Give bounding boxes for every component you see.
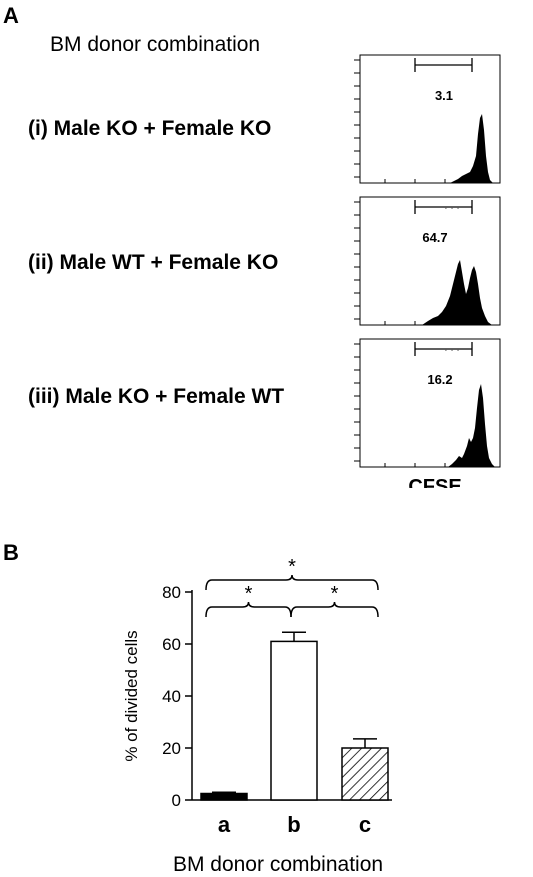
gate-bracket <box>414 58 473 72</box>
bar-a <box>200 792 248 801</box>
significance-bracket <box>290 601 379 618</box>
y-tick-label: 20 <box>162 739 181 758</box>
histogram-frame <box>359 54 501 184</box>
gate-bracket <box>414 200 473 214</box>
significance-star: * <box>331 583 339 605</box>
row-label-i: (i) Male KO + Female KO <box>28 117 272 140</box>
histogram-y-ticks <box>354 343 360 462</box>
histogram-frame <box>359 338 501 468</box>
gate-value: 3.1 <box>435 88 453 103</box>
category-label-a: a <box>218 812 231 837</box>
y-tick-label: 80 <box>162 583 181 602</box>
y-tick-label: 0 <box>172 791 181 810</box>
gate-dots: · · · <box>444 203 460 214</box>
histogram-y-ticks <box>354 201 360 320</box>
significance-bracket <box>205 601 292 618</box>
bar-c <box>341 747 389 801</box>
y-tick-label: 60 <box>162 635 181 654</box>
histogram-y-ticks <box>354 59 360 178</box>
row-label-iii: (iii) Male KO + Female WT <box>28 385 285 408</box>
y-axis-label: % of divided cells <box>122 630 141 761</box>
histogram-ii: · · · 64.7 <box>354 196 501 326</box>
histogram-iii: · · · 16.2 <box>354 338 501 468</box>
category-label-c: c <box>359 812 371 837</box>
cfse-axis-label: CFSE <box>408 476 461 488</box>
histogram-stack: 3.1 · · · 64.7 <box>354 54 501 488</box>
x-axis-label: BM donor combination <box>173 853 383 876</box>
bar-b <box>270 640 318 801</box>
category-label-b: b <box>287 812 300 837</box>
bar-chart: 0 20 40 60 80 % of divided cells a b c BM donor c… <box>122 556 392 876</box>
panel-a-letter: A <box>3 3 19 28</box>
gate-value: 64.7 <box>422 230 447 245</box>
significance-bracket <box>205 574 379 591</box>
histogram-peaks <box>448 384 495 467</box>
gate-bracket <box>414 342 473 356</box>
row-label-ii: (ii) Male WT + Female KO <box>28 251 279 274</box>
histogram-peaks <box>422 260 492 325</box>
gate-dots: · · · <box>444 345 460 356</box>
panel-b-letter: B <box>3 540 19 565</box>
significance-star: * <box>288 556 296 578</box>
gate-value: 16.2 <box>427 372 452 387</box>
histogram-i: 3.1 <box>354 54 501 184</box>
significance-star: * <box>245 583 253 605</box>
histogram-peaks <box>415 114 493 183</box>
panel-a-title: BM donor combination <box>50 33 261 56</box>
y-tick-label: 40 <box>162 687 181 706</box>
